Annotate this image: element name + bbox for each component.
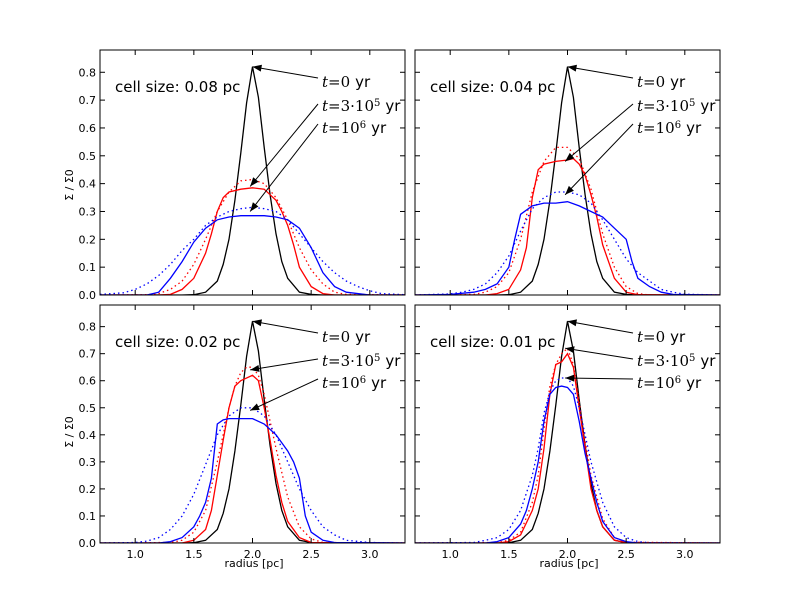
x-tick-label: 2.5 — [302, 548, 320, 561]
series-line-4 — [415, 377, 720, 543]
panel-title: cell size: 0.01 pc — [430, 333, 555, 351]
series-line-1 — [100, 374, 405, 543]
annotation-arrow — [567, 320, 634, 334]
annotation-label-2: t=106 yr — [322, 374, 387, 392]
annotation-arrowhead — [565, 346, 575, 354]
annotation-arrowhead — [250, 403, 260, 411]
annotation-arrow — [249, 123, 319, 212]
annotation-arrowhead — [252, 64, 262, 72]
y-tick-label: 0.3 — [79, 205, 97, 218]
annotation-arrowhead — [250, 365, 260, 372]
series-line-1 — [415, 157, 720, 295]
annotation-label-1: t=3·105 yr — [322, 352, 401, 370]
annotation-arrowhead — [252, 319, 262, 327]
panel-top-right: cell size: 0.04 pc t=0 yr t=3·105 yr t=106 yr — [414, 49, 721, 296]
panel-bottom-right: 1.0 1.5 2.0 2.5 3.0 cell size: 0.01 pc t=0 yr… — [414, 304, 721, 561]
y-tick-label: 0.2 — [79, 483, 97, 496]
annotation-arrow — [250, 358, 319, 371]
annotation-arrowhead — [565, 374, 575, 382]
annotation-arrow — [252, 66, 319, 79]
series-line-2 — [100, 178, 405, 295]
annotation-arrow — [249, 103, 319, 187]
series-line-4 — [415, 191, 720, 295]
annotation-arrowhead — [250, 177, 259, 187]
panel-top-left: 0.0 0.1 0.2 0.3 0.4 0.5 0.6 0.7 0.8 cell size: 0… — [79, 49, 406, 302]
x-tick-label: 3.0 — [676, 548, 694, 561]
series-line-2 — [100, 366, 405, 543]
panel-title: cell size: 0.08 pc — [115, 78, 240, 96]
series-line-3 — [100, 417, 405, 543]
y-tick-label: 0.8 — [79, 66, 97, 79]
series-line-3 — [100, 215, 405, 295]
y-tick-label: 0.2 — [79, 233, 97, 246]
series-line-4 — [100, 407, 405, 543]
annotation-arrow — [567, 66, 634, 79]
annotation-arrowhead — [250, 202, 259, 212]
annotation-arrowhead — [565, 152, 575, 162]
y-tick-label: 0.0 — [79, 537, 97, 550]
annotation-label-0: t=0 yr — [637, 328, 686, 346]
y-tick-label: 0.1 — [79, 261, 97, 274]
x-tick-label: 2.0 — [244, 548, 262, 561]
series-line-2 — [415, 347, 720, 543]
annotation-label-0: t=0 yr — [322, 328, 371, 346]
y-tick-label: 0.4 — [79, 429, 97, 442]
y-tick-label: 0.4 — [79, 178, 97, 191]
series-line-3 — [415, 201, 720, 295]
series-line-2 — [415, 146, 720, 295]
y-tick-label: 0.1 — [79, 510, 97, 523]
x-tick-label: 3.0 — [361, 548, 379, 561]
y-axis-label: Σ / Σ0 — [63, 169, 76, 201]
y-tick-label: 0.6 — [79, 122, 97, 135]
annotation-label-0: t=0 yr — [637, 73, 686, 91]
x-tick-label: 1.0 — [126, 548, 144, 561]
annotation-arrow — [249, 378, 319, 411]
x-tick-label: 2.0 — [559, 548, 577, 561]
x-axis-label: radius [pc] — [539, 557, 598, 570]
x-tick-label: 1.5 — [500, 548, 518, 561]
y-tick-label: 0.7 — [79, 94, 97, 107]
panel-bottom-left: 1.0 1.5 2.0 2.5 3.0 0.0 0.1 0.2 0.3 0.4 0.5 0.6 0.7 0… — [79, 304, 406, 561]
series-line-3 — [415, 385, 720, 543]
series-line-1 — [100, 187, 405, 295]
annotation-label-1: t=3·105 yr — [637, 352, 716, 370]
annotation-label-1: t=3·105 yr — [637, 97, 716, 115]
panel-title: cell size: 0.02 pc — [115, 333, 240, 351]
x-tick-label: 2.5 — [617, 548, 635, 561]
annotation-label-0: t=0 yr — [322, 73, 371, 91]
series-line-4 — [100, 206, 405, 295]
y-tick-label: 0.3 — [79, 456, 97, 469]
x-tick-label: 1.5 — [185, 548, 203, 561]
annotation-arrow — [564, 103, 634, 162]
annotation-arrowhead — [567, 319, 577, 327]
y-tick-label: 0.5 — [79, 402, 97, 415]
annotation-arrowhead — [565, 185, 574, 195]
y-tick-label: 0.7 — [79, 348, 97, 361]
y-axis-label: Σ / Σ0 — [63, 416, 76, 448]
panel-title: cell size: 0.04 pc — [430, 78, 555, 96]
y-tick-label: 0.0 — [79, 289, 97, 302]
annotation-arrow — [252, 320, 319, 334]
series-line-1 — [415, 352, 720, 543]
annotation-arrowhead — [567, 64, 577, 72]
annotation-label-1: t=3·105 yr — [322, 97, 401, 115]
annotation-arrow — [565, 347, 634, 360]
annotation-label-2: t=106 yr — [322, 119, 387, 137]
annotation-label-2: t=106 yr — [637, 119, 702, 137]
y-tick-label: 0.5 — [79, 150, 97, 163]
x-axis-label: radius [pc] — [224, 557, 283, 570]
y-tick-label: 0.8 — [79, 321, 97, 334]
annotation-arrow — [564, 123, 634, 196]
x-tick-label: 1.0 — [441, 548, 459, 561]
annotation-arrow — [565, 377, 634, 380]
y-tick-label: 0.6 — [79, 375, 97, 388]
annotation-label-2: t=106 yr — [637, 374, 702, 392]
